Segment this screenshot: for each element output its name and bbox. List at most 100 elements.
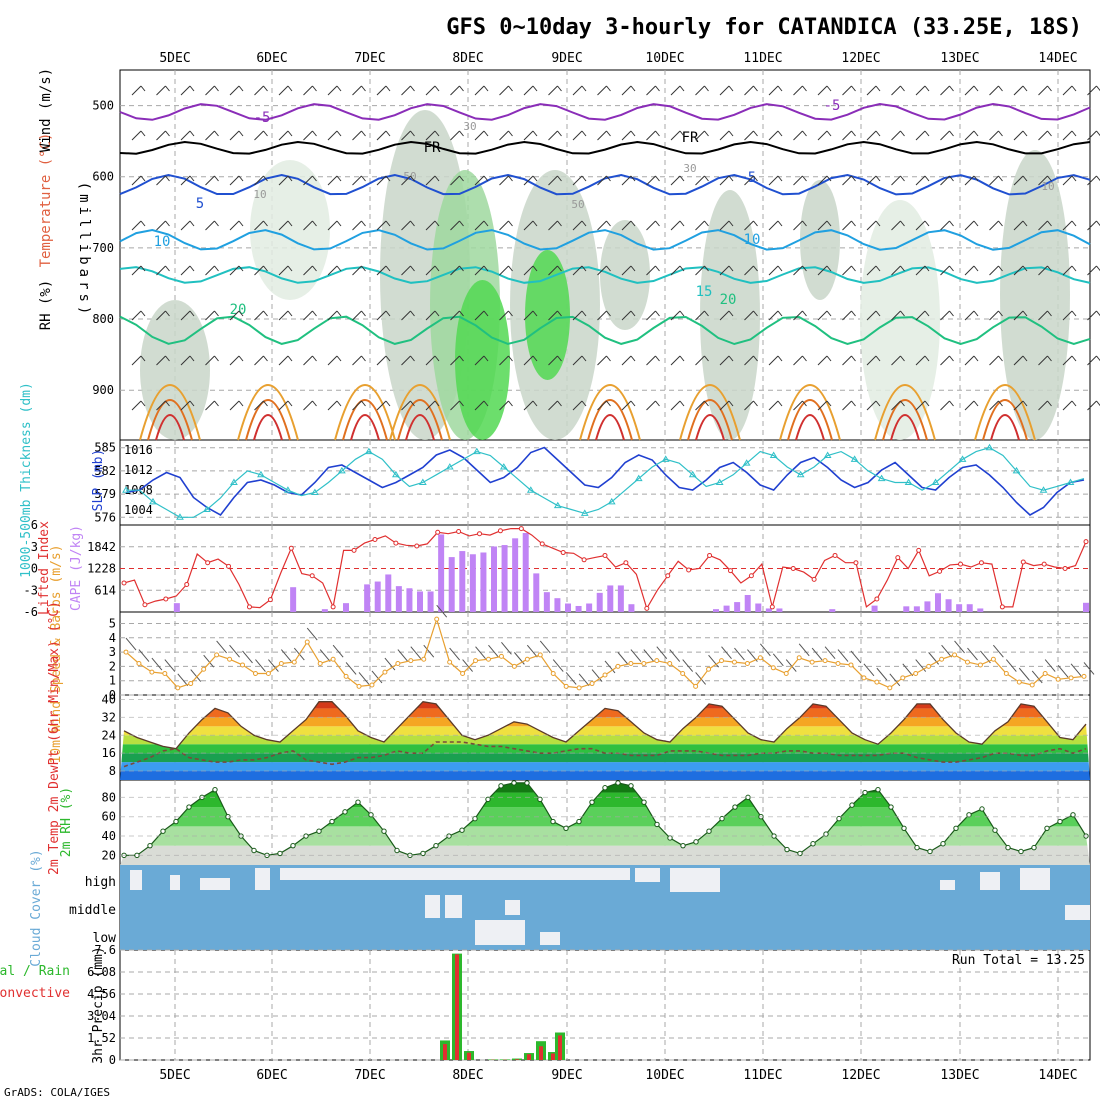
date-label-top: 6DEC xyxy=(256,51,287,66)
wind-barb-staff xyxy=(523,85,534,96)
wind-barb-staff xyxy=(1087,175,1097,186)
wind-barb-flag xyxy=(704,130,709,137)
wind-barb-flag xyxy=(973,220,979,227)
wind-barb-staff xyxy=(499,85,509,96)
wind-barb-staff xyxy=(425,265,436,276)
wind-speed-point xyxy=(265,671,271,677)
wind-speed-point xyxy=(861,675,867,681)
wind-barb xyxy=(915,220,930,231)
wind-barb xyxy=(303,265,317,276)
wind-barb-staff xyxy=(719,310,730,321)
wind-barb-flag xyxy=(1047,400,1052,407)
wind-barb xyxy=(817,310,832,321)
temperature-tick-label: 32 xyxy=(102,710,116,724)
wind-barb xyxy=(205,400,219,411)
wind-barb-flag xyxy=(851,265,856,272)
precip-run-total: Run Total = 13.25 xyxy=(952,953,1085,968)
wind-barb-10m xyxy=(772,653,784,667)
wind-barb-staff xyxy=(474,265,485,276)
rh-point xyxy=(745,794,751,801)
wind-barb-10m xyxy=(992,644,1004,658)
cape-bar xyxy=(438,534,445,612)
wind-barb-flag xyxy=(1047,130,1052,137)
wind-barb-staff xyxy=(1087,220,1097,231)
wind-barb-staff xyxy=(376,400,387,411)
date-label-bottom: 11DEC xyxy=(743,1068,782,1083)
slp-tick-label: 1016 xyxy=(124,443,153,457)
wind-barb xyxy=(523,175,538,186)
wind-barb-flag xyxy=(851,175,856,182)
wind-barb-10m xyxy=(1044,659,1056,672)
wind-barb xyxy=(499,85,513,96)
rh-point xyxy=(914,844,920,851)
lifted-index-tick-label: 0 xyxy=(31,562,38,576)
lifted-index-point xyxy=(1041,561,1047,567)
wind-barb-flag xyxy=(189,310,195,317)
wind-speed-point xyxy=(473,658,479,664)
wind-barb-flag xyxy=(140,85,146,92)
wind-barb-flag xyxy=(532,355,538,362)
wind-barb-flag xyxy=(998,265,1003,272)
wind-barb-flag xyxy=(410,265,415,272)
rh-shading xyxy=(600,220,650,330)
wind-barb-flag xyxy=(1047,310,1052,317)
cape-tick-label: 1842 xyxy=(87,540,116,554)
wind-barb xyxy=(866,220,881,231)
wind-barb xyxy=(303,85,317,96)
wind-barb xyxy=(695,355,709,366)
rh-contour-label: 30 xyxy=(683,162,696,175)
pressure-axis-label: (millibars) xyxy=(76,182,92,319)
wind-barb-flag xyxy=(753,310,758,317)
wind-barb-flag xyxy=(924,400,930,407)
wind-barb-10m xyxy=(669,649,681,662)
wind-barb xyxy=(621,220,636,231)
cape-bar xyxy=(607,585,614,612)
wind-barb-flag xyxy=(753,85,758,92)
wind-barb-flag xyxy=(385,130,391,137)
wind-barb-staff xyxy=(940,400,950,411)
cape-bar xyxy=(977,608,984,612)
wind-barb-10m xyxy=(1070,663,1082,677)
rh-point xyxy=(810,841,816,847)
wind-barb-staff xyxy=(621,400,632,411)
wind-barb-flag xyxy=(189,85,195,92)
wind-barb xyxy=(989,265,1003,276)
wind-barb xyxy=(866,265,881,276)
wind-barb xyxy=(646,130,660,141)
wind-barb-staff xyxy=(401,85,411,96)
precip-convective-bar xyxy=(551,1053,555,1060)
wind-barb xyxy=(376,265,391,276)
wind-barb-staff xyxy=(474,130,485,141)
rh-shading xyxy=(700,190,760,440)
wind-barb xyxy=(793,85,807,96)
wind-barb-staff xyxy=(646,85,656,96)
wind-barb xyxy=(205,85,219,96)
wind-barb-10m xyxy=(954,640,965,654)
wind-barb-staff xyxy=(621,85,632,96)
wind-barb xyxy=(670,175,685,186)
wind-barb-staff xyxy=(205,85,215,96)
wind-barb xyxy=(793,265,807,276)
wind-barb xyxy=(180,355,195,366)
wind-barb-flag xyxy=(483,265,489,272)
wind-barb-staff xyxy=(964,85,975,96)
temperature-contour-label: 5 xyxy=(196,196,204,212)
wind-barb xyxy=(1013,400,1028,411)
wind-barb xyxy=(817,220,832,231)
wind-barb-flag xyxy=(655,130,660,137)
wind-barb-flag xyxy=(336,130,342,137)
wind-barb-flag xyxy=(336,265,342,272)
wind-barb-staff xyxy=(989,265,999,276)
wind-barb-10m xyxy=(488,644,499,658)
wind-barb-staff xyxy=(940,355,950,366)
wind-barb-flag xyxy=(483,175,489,182)
wind-barb-flag xyxy=(606,400,611,407)
wind-barb-flag xyxy=(753,265,758,272)
wind-speed-point xyxy=(706,666,712,672)
wind-barb-staff xyxy=(793,355,803,366)
temperature-contour xyxy=(119,173,1091,196)
wind-barb-10m xyxy=(358,672,370,685)
wind-speed-point xyxy=(848,662,854,668)
wind-barb-staff xyxy=(401,355,411,366)
wind-barb-flag xyxy=(606,265,611,272)
